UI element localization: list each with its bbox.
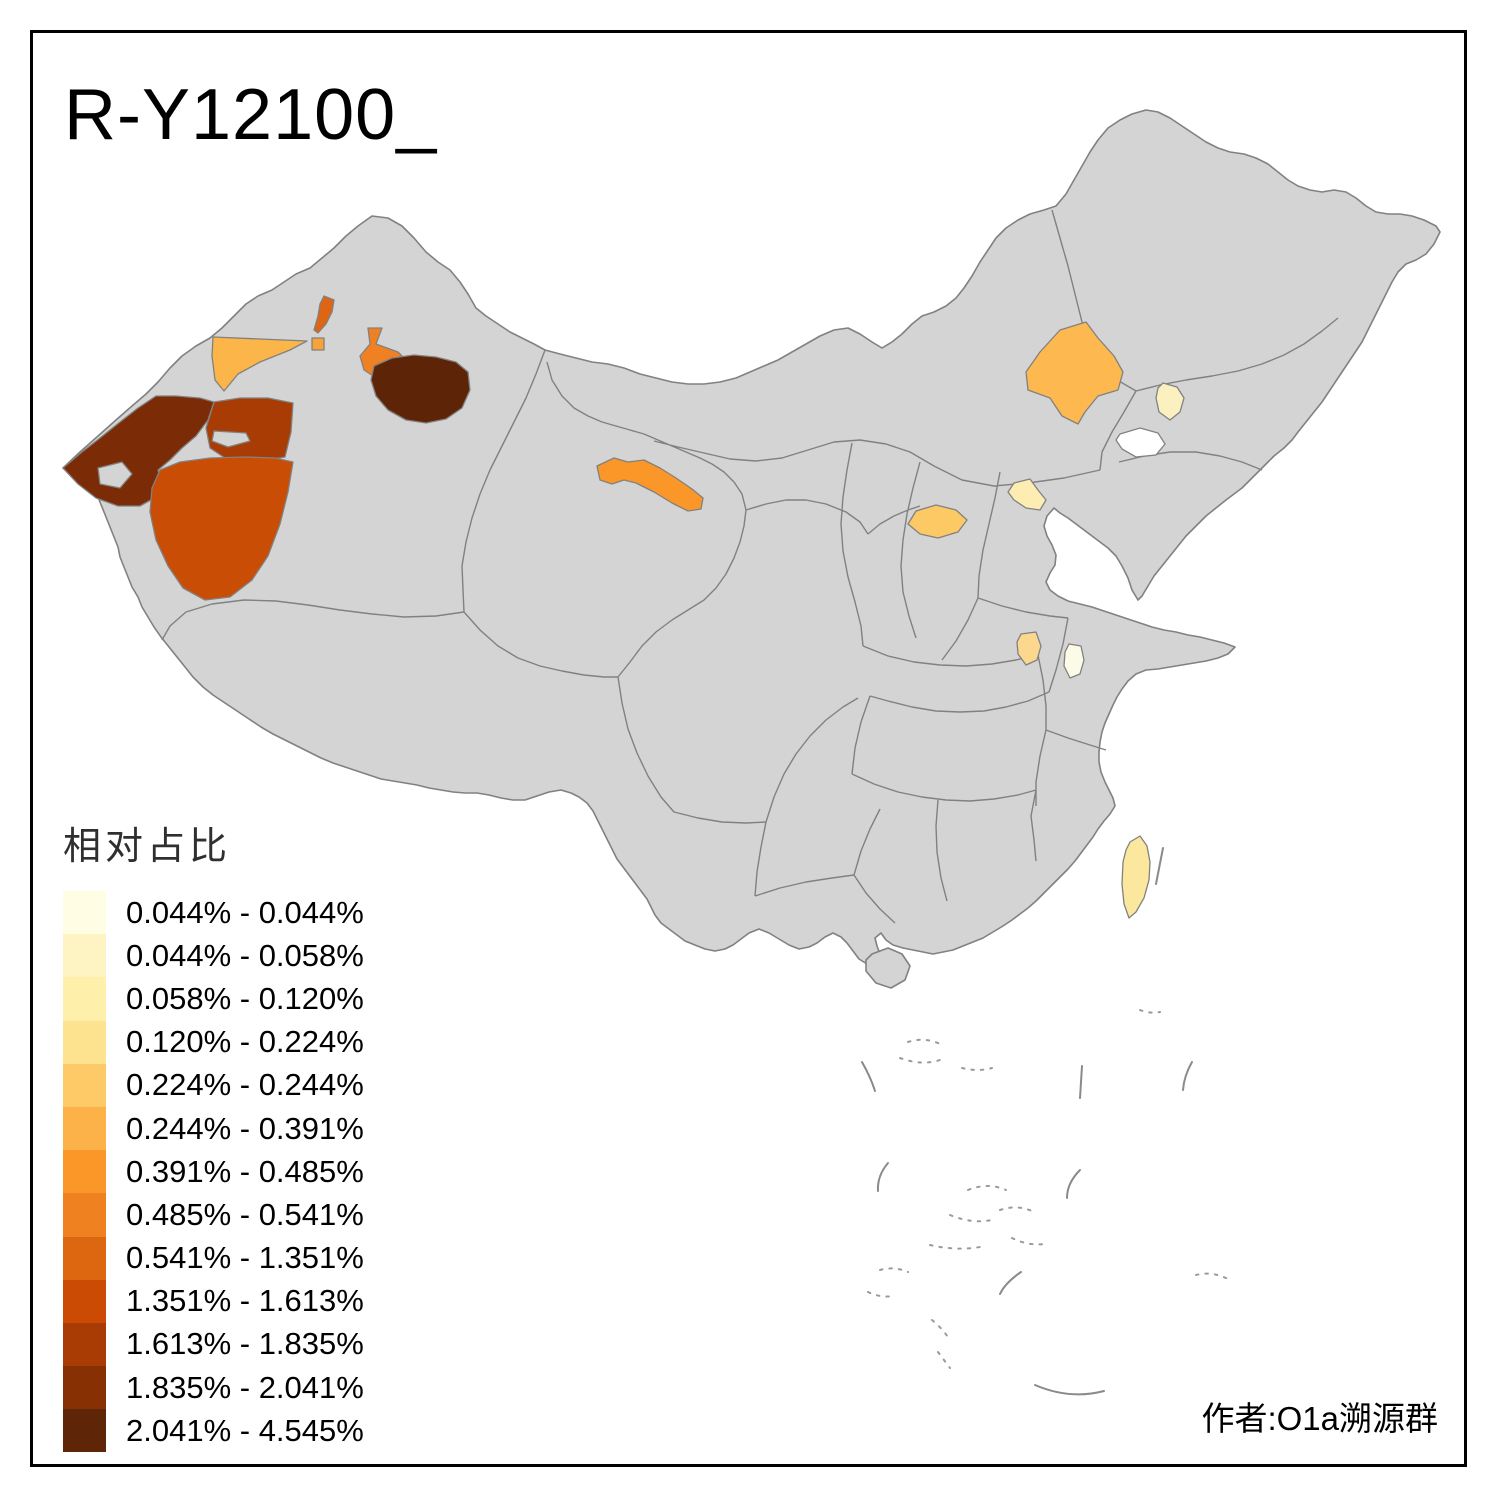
legend-label: 0.120% - 0.224%	[126, 1024, 364, 1060]
legend-label: 2.041% - 4.545%	[126, 1412, 364, 1448]
legend-row: 0.391% - 0.485%	[63, 1150, 364, 1194]
region-taiwan-island	[1121, 835, 1151, 919]
region-taiyuan	[907, 504, 968, 539]
legend-label: 0.058% - 0.120%	[126, 980, 364, 1016]
legend-row: 1.613% - 1.835%	[63, 1322, 364, 1367]
legend-swatch	[63, 1193, 106, 1237]
legend-swatch	[63, 1279, 106, 1323]
legend-row: 0.224% - 0.244%	[63, 1063, 364, 1107]
legend-label: 0.044% - 0.058%	[126, 937, 364, 973]
legend-row: 1.835% - 2.041%	[63, 1366, 364, 1410]
legend-label: 0.391% - 0.485%	[126, 1153, 364, 1189]
region-east-xinjiang-dark	[370, 354, 471, 424]
legend-row: 0.044% - 0.044%	[63, 891, 364, 935]
legend-swatch	[63, 977, 106, 1021]
legend-row: 0.120% - 0.224%	[63, 1020, 364, 1064]
region-shenyang	[1155, 382, 1185, 421]
region-hotan	[149, 456, 294, 601]
legend-swatch	[63, 1366, 106, 1410]
region-ili-valley	[211, 336, 308, 392]
region-anhui-west	[1016, 631, 1042, 666]
china-mainland	[62, 109, 1441, 965]
province-borders	[161, 209, 1339, 924]
legend-swatch	[63, 1150, 106, 1194]
legend-swatch	[63, 891, 106, 935]
region-kuytun-patch	[311, 337, 325, 351]
legend: 相对占比 0.044% - 0.044% 0.044% - 0.058% 0.058…	[63, 815, 364, 1453]
legend-swatch	[63, 1409, 106, 1453]
region-beijing-area	[1007, 478, 1047, 511]
legend-label: 1.613% - 1.835%	[126, 1326, 364, 1362]
legend-row: 0.485% - 0.541%	[63, 1193, 364, 1237]
hainan-island	[865, 947, 911, 989]
legend-row: 0.044% - 0.058%	[63, 934, 364, 978]
legend-title: 相对占比	[63, 826, 232, 868]
plot-title: R-Y12100_	[64, 75, 438, 155]
region-tongliao	[1025, 321, 1124, 425]
lake-northeast	[1115, 427, 1166, 458]
legend-row: 0.541% - 1.351%	[63, 1236, 364, 1280]
legend-swatch	[63, 1236, 106, 1280]
legend-label: 0.244% - 0.391%	[126, 1110, 364, 1146]
legend-row: 1.351% - 1.613%	[63, 1279, 364, 1323]
region-aksu-band	[205, 397, 294, 463]
legend-label: 1.835% - 2.041%	[126, 1369, 364, 1405]
region-gansu-corridor	[596, 457, 704, 512]
legend-label: 0.541% - 1.351%	[126, 1240, 364, 1276]
legend-swatch	[63, 934, 106, 978]
legend-row: 0.058% - 0.120%	[63, 977, 364, 1021]
legend-label: 0.485% - 0.541%	[126, 1196, 364, 1232]
legend-rows: 0.044% - 0.044% 0.044% - 0.058% 0.058% - 0…	[63, 891, 364, 1453]
legend-swatch	[63, 1063, 106, 1107]
choropleth-regions	[62, 295, 1185, 919]
legend-label: 0.044% - 0.044%	[126, 894, 364, 930]
south-china-sea-islets	[867, 1009, 1229, 1369]
legend-swatch	[63, 1020, 106, 1064]
region-kashgar-west	[62, 395, 215, 507]
legend-label: 0.224% - 0.244%	[126, 1067, 364, 1103]
region-anhui-east	[1063, 643, 1085, 679]
attribution-text: 作者:O1a溯源群	[1201, 1400, 1438, 1437]
nine-dash-line-segments	[861, 847, 1193, 1396]
region-karamay-strip	[313, 295, 335, 334]
legend-row: 0.244% - 0.391%	[63, 1106, 364, 1151]
legend-swatch	[63, 1322, 106, 1367]
legend-label: 1.351% - 1.613%	[126, 1283, 364, 1319]
legend-row: 2.041% - 4.545%	[63, 1409, 364, 1453]
legend-swatch	[63, 1106, 106, 1151]
